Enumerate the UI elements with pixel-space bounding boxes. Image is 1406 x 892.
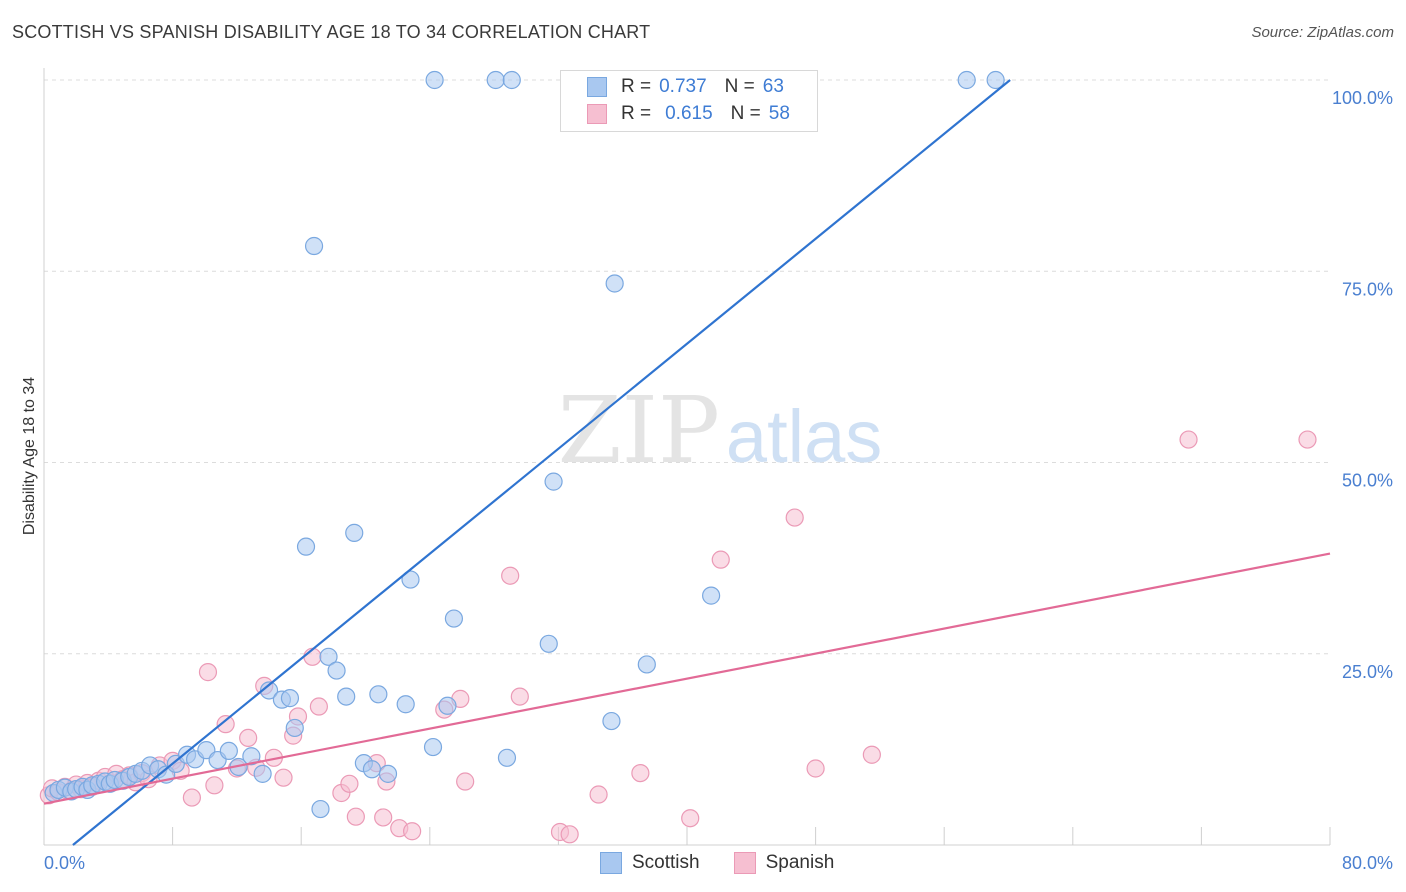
scottish-point [345, 523, 364, 542]
scottish-point [369, 685, 388, 704]
scottish-point [285, 718, 304, 738]
spanish-point [501, 566, 520, 585]
spanish-point [1179, 430, 1198, 449]
spanish-point [785, 508, 804, 527]
y-tick-label: 100.0% [1332, 88, 1393, 108]
scottish-point [362, 760, 382, 779]
spanish-point [403, 822, 422, 841]
source-label: Source: ZipAtlas.com [1251, 24, 1394, 41]
scottish-point [319, 647, 338, 666]
legend-n-value: 58 [768, 103, 790, 124]
legend-label-scottish: Scottish [632, 852, 700, 873]
spanish-point [862, 745, 881, 764]
spanish-point [274, 768, 293, 787]
scottish-point [304, 236, 324, 256]
spanish-point [198, 663, 218, 682]
y-tick-label: 50.0% [1342, 471, 1393, 491]
watermark: ZIPatlas [558, 377, 882, 484]
legend-r-value: 0.737 [659, 76, 707, 97]
spanish-point [711, 550, 730, 569]
spanish-point [589, 785, 608, 804]
scottish-point [242, 747, 261, 766]
scottish-point [425, 70, 444, 90]
scottish-point [539, 634, 558, 653]
legend-swatch-scottish [600, 852, 622, 874]
correlation-legend: R = 0.737 N = 63 R = 0.615 N = 58 [560, 70, 818, 132]
scottish-point [605, 274, 624, 293]
legend-n-label: N = [730, 103, 761, 124]
legend-swatch-spanish [587, 104, 607, 124]
scottish-point [337, 687, 356, 706]
spanish-point [346, 807, 365, 826]
legend-item-scottish: Scottish [600, 852, 700, 874]
legend-item-spanish: Spanish [733, 852, 835, 874]
scottish-point [986, 70, 1005, 90]
legend-n-value: 63 [762, 76, 784, 97]
spanish-point [374, 808, 393, 827]
scottish-point [444, 609, 464, 628]
legend-r-label: R = [621, 76, 652, 97]
spanish-point [309, 697, 328, 716]
scottish-point [486, 70, 505, 90]
scottish-point [637, 655, 656, 674]
scottish-point [544, 472, 563, 491]
trend-lines [43, 79, 1331, 846]
scottish-point [396, 695, 415, 714]
spanish-point [510, 687, 529, 706]
series-spanish-points [39, 430, 1317, 844]
spanish-point [205, 776, 224, 795]
spanish-point [239, 728, 258, 748]
legend-r-value: 0.615 [665, 103, 713, 124]
y-tick-label: 75.0% [1342, 279, 1393, 299]
legend-swatch-scottish [587, 77, 607, 97]
grid-lines [44, 79, 1330, 655]
legend-row-spanish: R = 0.615 N = 58 [587, 101, 790, 127]
y-tick-label: 25.0% [1342, 662, 1393, 682]
scottish-point [702, 586, 721, 605]
series-legend: Scottish Spanish [600, 852, 868, 874]
scottish-point [438, 696, 457, 715]
spanish-point [456, 772, 475, 791]
spanish-point [631, 763, 650, 783]
tick-labels: 25.0% 50.0% 75.0% 100.0% 0.0% 80.0% [44, 88, 1393, 873]
scottish-point [219, 741, 238, 761]
spanish-point [340, 774, 359, 793]
scottish-point [502, 70, 521, 90]
watermark-atlas: atlas [726, 395, 882, 478]
legend-row-scottish: R = 0.737 N = 63 [587, 74, 784, 100]
legend-n-label: N = [724, 76, 755, 97]
x-tick-label: 0.0% [44, 853, 85, 873]
spanish-point [806, 759, 825, 778]
spanish-point [182, 788, 201, 807]
spanish-point [216, 715, 235, 734]
spanish-trend-line [43, 552, 1331, 805]
spanish-point [681, 809, 700, 828]
scottish-point [280, 689, 300, 708]
legend-swatch-spanish [733, 852, 756, 874]
scottish-point [602, 711, 621, 731]
scottish-trend-line [72, 79, 1011, 846]
scottish-point [423, 737, 443, 757]
legend-r-label: R = [621, 103, 652, 124]
axes [43, 68, 1331, 846]
scottish-point [378, 764, 398, 783]
scottish-point [311, 799, 330, 819]
scottish-point [497, 748, 517, 767]
scottish-point [327, 661, 346, 680]
scottish-point [401, 570, 420, 589]
series-scottish-points [44, 70, 1005, 819]
spanish-point [560, 825, 579, 844]
scottish-point [296, 537, 316, 556]
x-tick-label: 80.0% [1342, 853, 1393, 873]
scottish-point [957, 70, 976, 90]
scottish-point [253, 764, 272, 783]
spanish-point [1298, 430, 1317, 449]
legend-label-spanish: Spanish [765, 852, 835, 873]
chart-title: SCOTTISH VS SPANISH DISABILITY AGE 18 TO… [12, 22, 651, 42]
